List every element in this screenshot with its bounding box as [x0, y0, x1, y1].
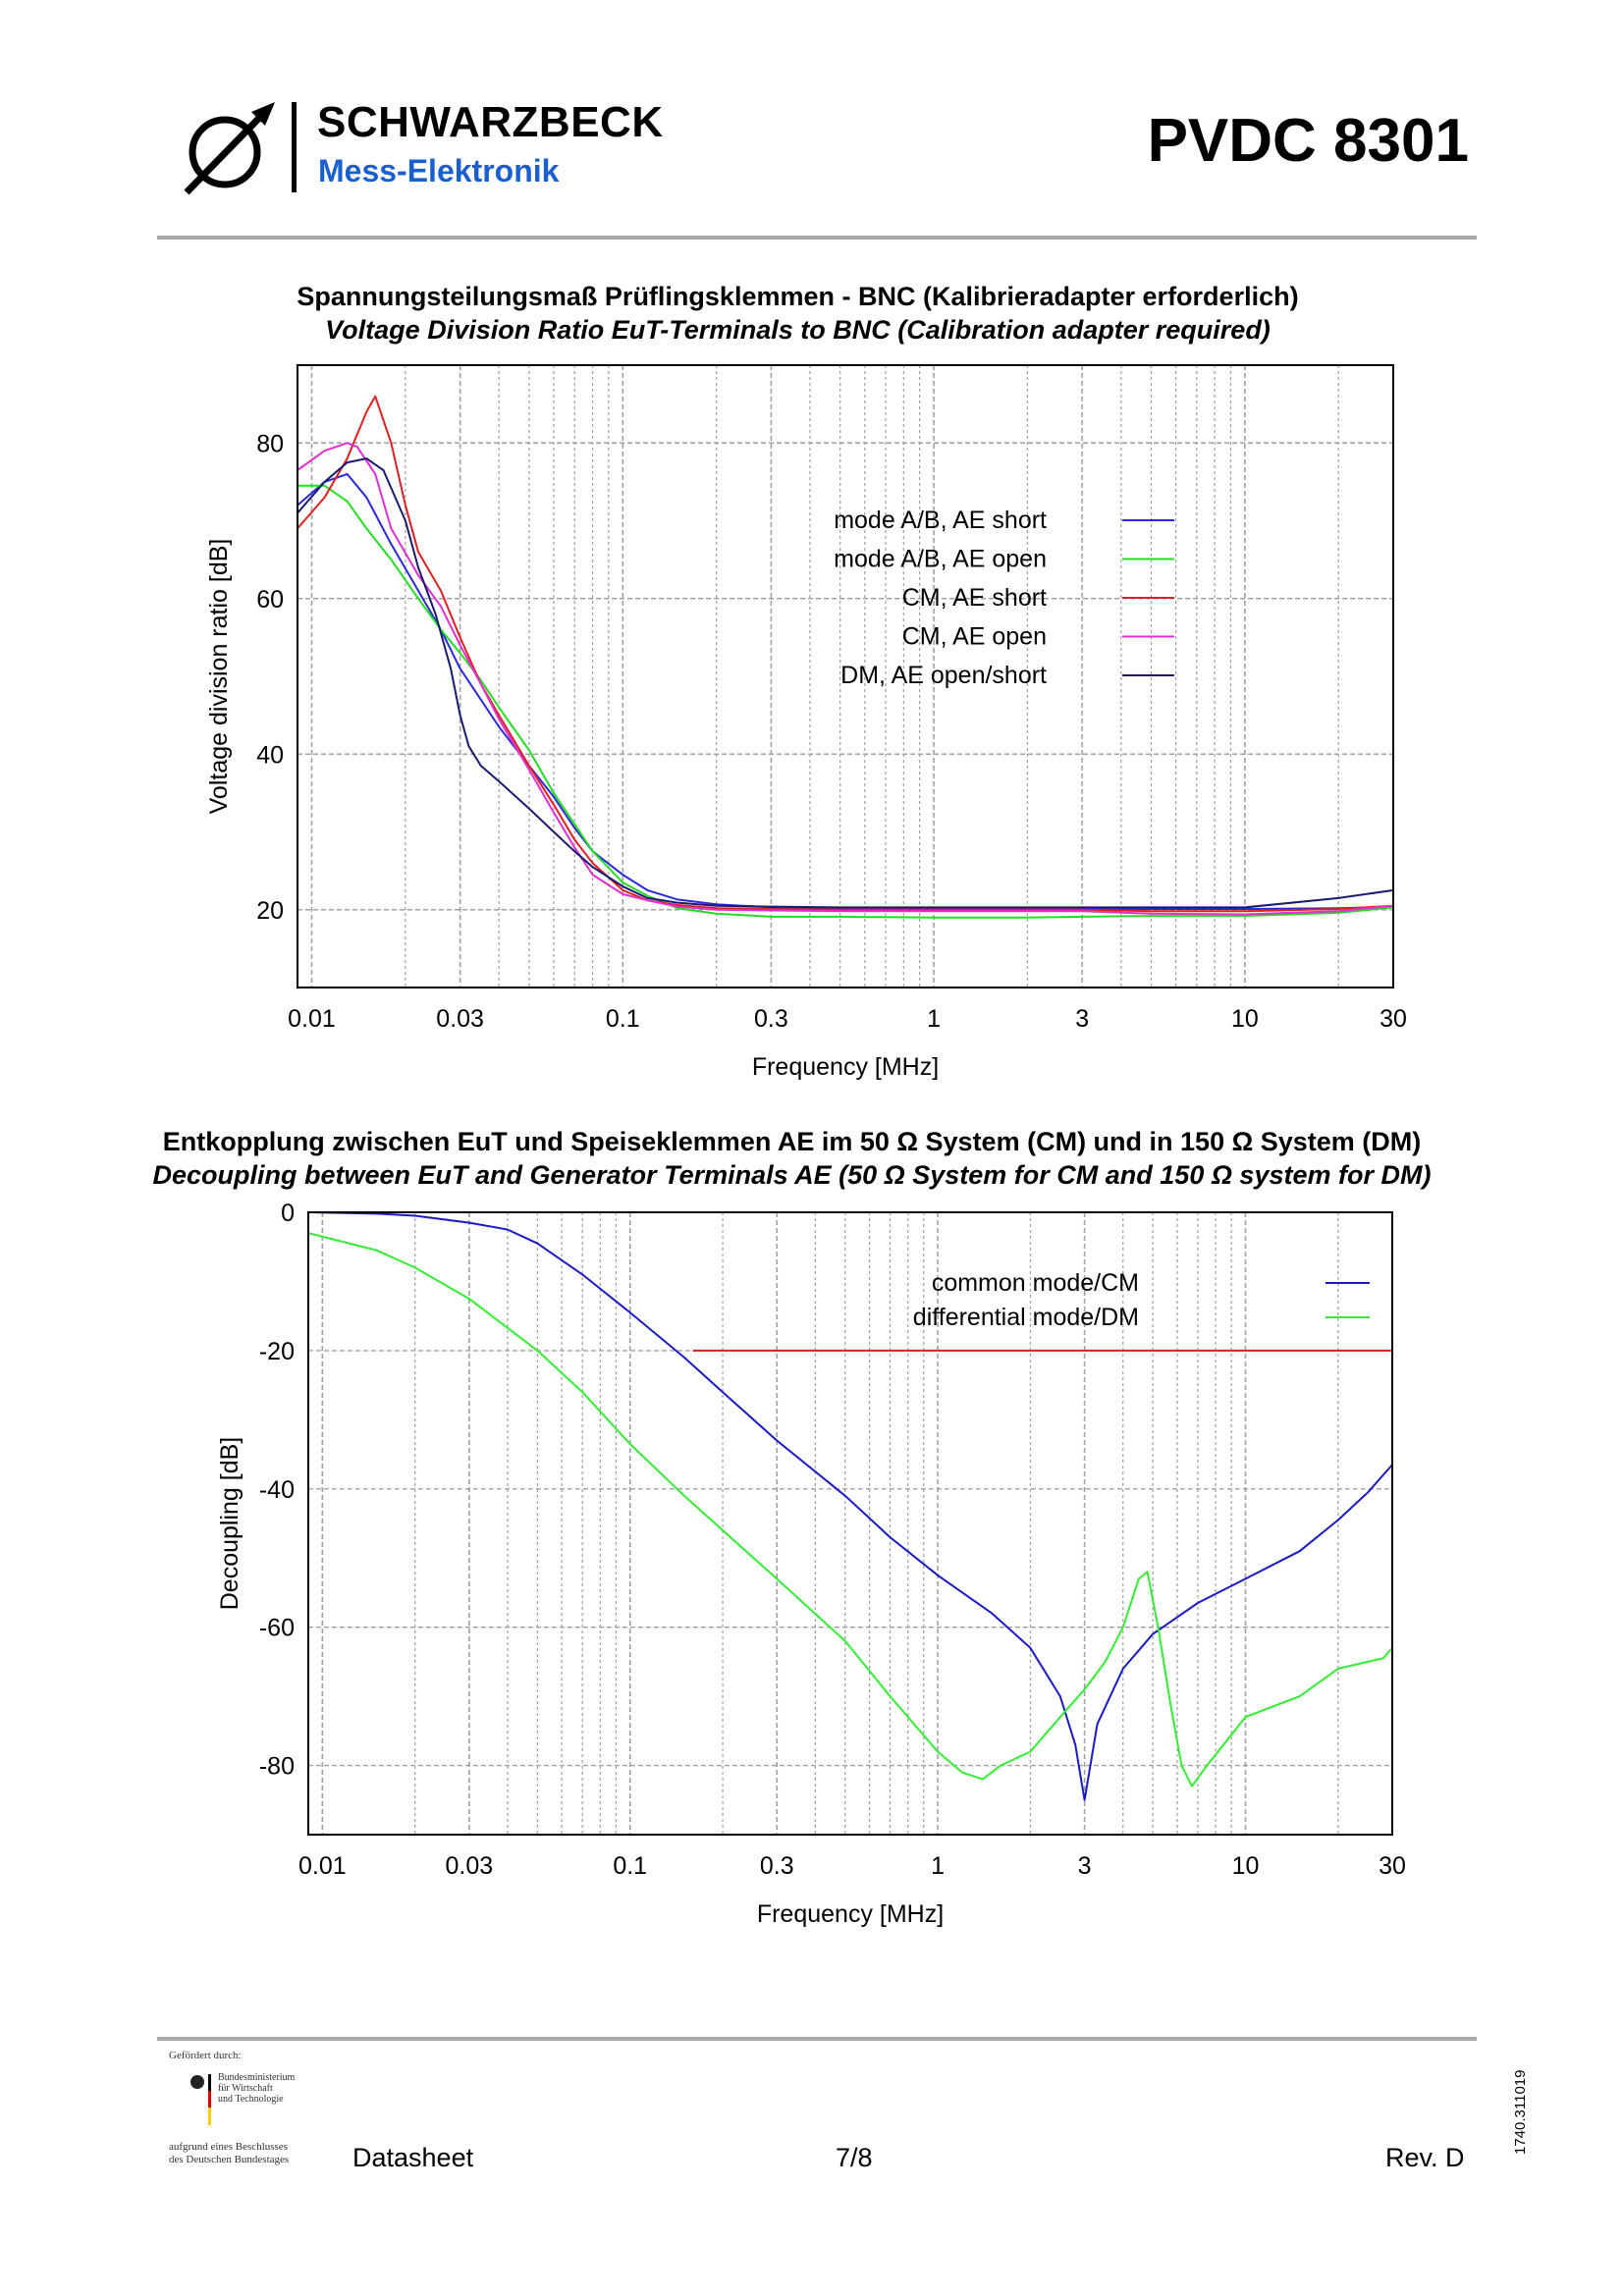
series-line-cm-ae-short: [297, 395, 1394, 913]
header-rule: [157, 236, 1477, 240]
document-code: 1740.311019: [1512, 2069, 1529, 2155]
brand-name: SCHWARZBECK: [317, 98, 664, 146]
chart1-ticks: 0.01 0.03 0.1 0.3 1 3 10 30 20 40 60 80: [256, 430, 1407, 1033]
series-line-mode-a-b-ae-short: [297, 472, 1394, 910]
legend-label: DM, AE open/short: [840, 662, 1047, 689]
legend-label: differential mode/DM: [913, 1304, 1139, 1331]
footer-rule: [157, 2037, 1477, 2041]
schwarzbeck-logo-icon: [184, 102, 275, 195]
x-tick-label: 1: [931, 1852, 945, 1880]
x-tick-label: 0.03: [446, 1852, 494, 1880]
x-tick-label: 0.01: [298, 1852, 347, 1880]
y-tick-label: -40: [259, 1476, 295, 1504]
chart1-frame: [297, 364, 1394, 988]
x-tick-label: 30: [1379, 1852, 1406, 1880]
legend-label: CM, AE open: [902, 623, 1047, 651]
y-tick-label: 60: [256, 586, 284, 614]
logo-divider: [292, 102, 297, 192]
product-name: PVDC 8301: [1147, 107, 1469, 175]
funding-note-line2: des Deutschen Bundestages: [169, 2154, 290, 2165]
chart2-grid: [307, 1211, 1393, 1835]
y-tick-label: 80: [256, 430, 284, 457]
chart2-x-axis-label: Frequency [MHz]: [757, 1900, 944, 1928]
chart2-title-en: Decoupling between EuT and Generator Ter…: [152, 1160, 1432, 1190]
x-tick-label: 1: [927, 1005, 941, 1033]
x-tick-label: 0.3: [760, 1852, 794, 1880]
chart1-title-de: Spannungsteilungsmaß Prüflingsklemmen - …: [297, 282, 1299, 311]
chart2-y-axis-label: Decoupling [dB]: [216, 1437, 243, 1611]
series-line-cm-ae-open: [297, 442, 1394, 916]
y-tick-label: 40: [256, 741, 284, 769]
x-tick-label: 10: [1232, 1852, 1260, 1880]
funding-ministry-line2: für Wirtschaft: [218, 2083, 273, 2094]
legend-label: CM, AE short: [902, 584, 1047, 612]
chart1-legend: mode A/B, AE short mode A/B, AE open CM, A…: [834, 507, 1174, 689]
chart1-series: [297, 395, 1394, 919]
x-tick-label: 10: [1231, 1005, 1259, 1033]
y-tick-label: -80: [259, 1753, 295, 1781]
x-tick-label: 0.3: [754, 1005, 788, 1033]
footer-doc-type: Datasheet: [352, 2143, 474, 2172]
decoupling-chart: 0.01 0.03 0.1 0.3 1 3 10 30 0 -20 -40 -60 -80 common…: [216, 1200, 1406, 1928]
chart2-ticks: 0.01 0.03 0.1 0.3 1 3 10 30 0 -20 -40 -60 -80: [259, 1200, 1406, 1880]
legend-label: common mode/CM: [932, 1269, 1139, 1297]
series-line-common-mode-cm: [307, 1211, 1393, 1801]
chart1-x-axis-label: Frequency [MHz]: [752, 1053, 939, 1081]
x-tick-label: 0.1: [606, 1005, 640, 1033]
series-line-differential-mode-dm: [307, 1232, 1393, 1788]
x-tick-label: 0.01: [288, 1005, 336, 1033]
x-tick-label: 3: [1078, 1852, 1092, 1880]
y-tick-label: -60: [259, 1615, 295, 1642]
brand-subtitle: Mess-Elektronik: [318, 153, 560, 188]
y-tick-label: -20: [259, 1338, 295, 1365]
funding-label: Gefördert durch:: [169, 2050, 242, 2061]
y-tick-label: 0: [281, 1200, 295, 1227]
chart2-frame: [307, 1211, 1393, 1836]
series-line-mode-a-b-ae-open: [298, 484, 1394, 919]
funding-block: Gefördert durch: Bundesministerium für W…: [169, 2042, 316, 2166]
plot-frame: [307, 1211, 1393, 1836]
funding-note-line1: aufgrund eines Beschlusses: [169, 2141, 288, 2153]
footer-revision: Rev. D: [1385, 2143, 1465, 2172]
legend-label: mode A/B, AE open: [834, 546, 1047, 573]
chart1-title-en: Voltage Division Ratio EuT-Terminals to …: [325, 315, 1271, 345]
footer-page-number: 7/8: [836, 2143, 873, 2172]
funding-ministry-line3: und Technologie: [218, 2094, 284, 2105]
voltage-division-chart: 0.01 0.03 0.1 0.3 1 3 10 30 20 40 60 80 mode A/B, A…: [205, 364, 1407, 1081]
chart2-series: [307, 1211, 1393, 1801]
x-tick-label: 0.1: [613, 1852, 647, 1880]
chart2-legend: common mode/CM differential mode/DM: [913, 1269, 1370, 1331]
chart1-y-axis-label: Voltage division ratio [dB]: [205, 539, 233, 815]
x-tick-label: 0.03: [436, 1005, 484, 1033]
series-line-dm-ae-open-short: [297, 457, 1394, 909]
legend-label: mode A/B, AE short: [834, 507, 1047, 534]
funding-ministry-line1: Bundesministerium: [218, 2072, 296, 2083]
federal-eagle-icon: [190, 2074, 211, 2125]
plot-frame: [297, 364, 1394, 988]
x-tick-label: 3: [1075, 1005, 1089, 1033]
x-tick-label: 30: [1380, 1005, 1407, 1033]
chart2-title-de: Entkopplung zwischen EuT und Speiseklemm…: [162, 1127, 1422, 1156]
y-tick-label: 20: [256, 897, 284, 925]
